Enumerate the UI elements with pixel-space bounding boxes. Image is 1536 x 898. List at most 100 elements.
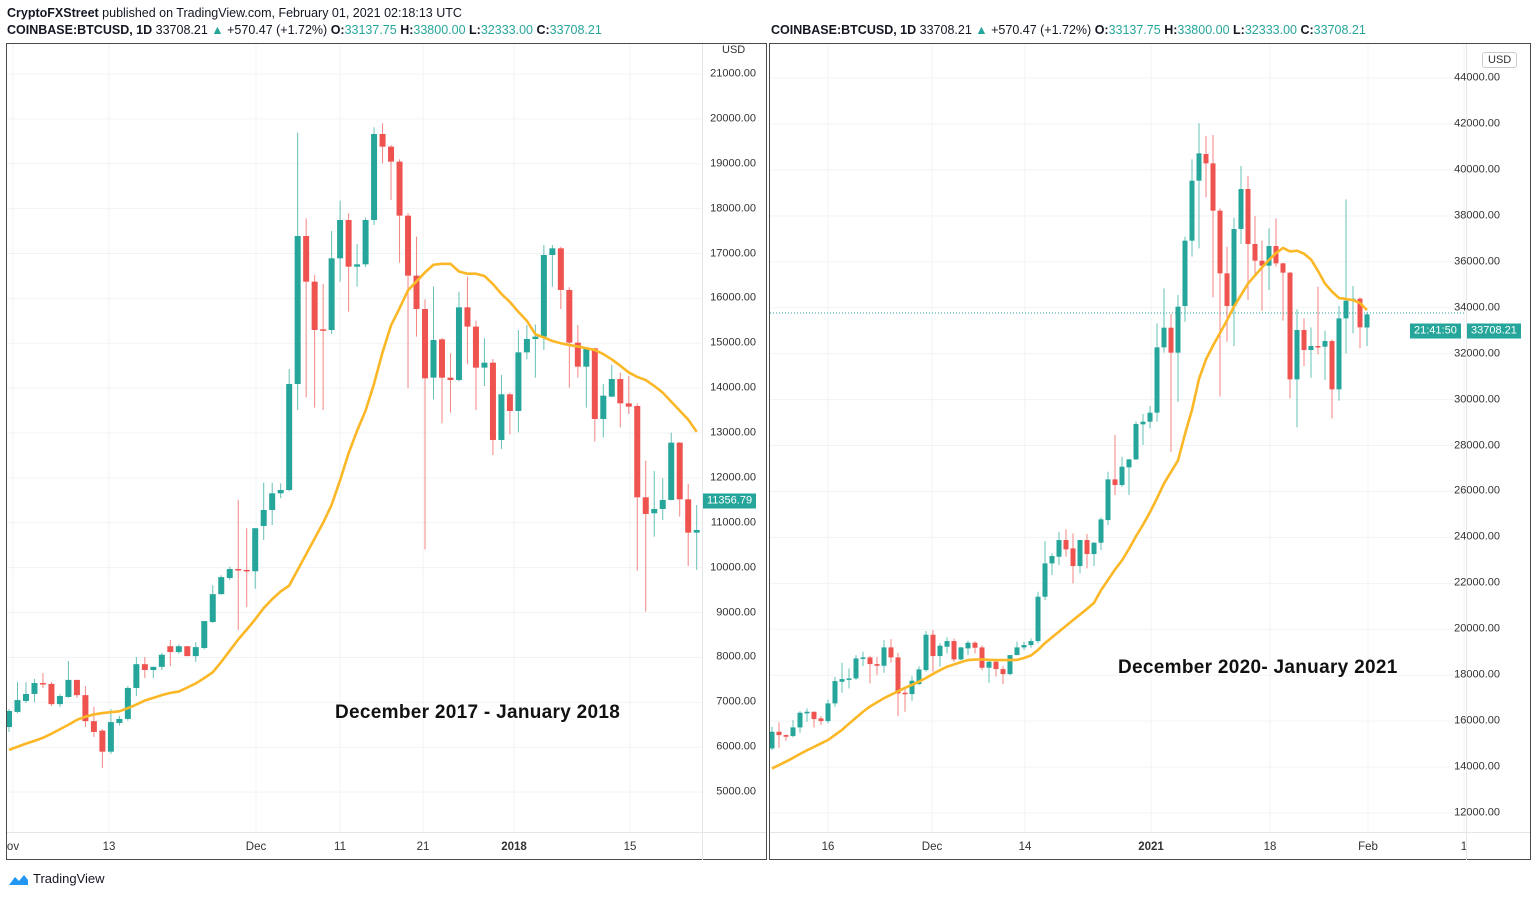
candle — [1273, 218, 1279, 267]
candle-body — [930, 634, 936, 657]
candle-body — [1112, 479, 1118, 486]
candle — [566, 287, 573, 388]
tradingview-logo[interactable]: TradingView — [7, 871, 105, 886]
candle-body — [506, 394, 513, 412]
candle-body — [1070, 548, 1076, 567]
candle — [972, 641, 978, 654]
candle — [175, 644, 182, 654]
candle-body — [642, 497, 649, 514]
candle — [867, 655, 873, 684]
candle — [965, 640, 971, 656]
candle — [345, 213, 352, 312]
candle — [1007, 655, 1013, 676]
symbol-name[interactable]: COINBASE:BTCUSD, 1D — [7, 23, 153, 37]
candle-body — [1231, 229, 1237, 307]
candle — [1042, 541, 1048, 601]
last-price: 33708.21 — [155, 23, 208, 37]
candle — [804, 708, 810, 722]
candle-body — [1154, 347, 1160, 413]
close-label: C: — [1300, 23, 1314, 37]
candle — [269, 482, 276, 525]
candle — [489, 358, 496, 455]
candle-body — [1364, 314, 1370, 328]
candle-body — [1056, 540, 1062, 557]
candle-body — [337, 219, 344, 259]
price-tick-label: 20000.00 — [710, 112, 756, 125]
candle — [1189, 159, 1195, 257]
candle-body — [379, 134, 386, 147]
candle — [574, 324, 581, 378]
candle-body — [150, 666, 157, 671]
candle-body — [1000, 669, 1006, 675]
candle — [362, 217, 369, 267]
candle — [1021, 641, 1027, 651]
candle-body — [489, 362, 496, 440]
candle — [1098, 517, 1104, 551]
close-label: C: — [536, 23, 550, 37]
candle-body — [1343, 300, 1349, 319]
time-tick-label: 13 — [102, 841, 116, 853]
price-tick-label: 30000.00 — [1454, 393, 1500, 406]
candlestick-chart-right[interactable] — [770, 44, 1465, 832]
candle-body — [902, 692, 908, 695]
candle-body — [797, 712, 803, 728]
candle-body — [90, 721, 97, 732]
candle-body — [286, 383, 293, 490]
candle-body — [48, 683, 55, 705]
candle — [1126, 458, 1132, 496]
candle — [1322, 330, 1328, 381]
open-label: O: — [330, 23, 345, 37]
candle-body — [634, 405, 641, 498]
time-tick-label: 2018 — [501, 841, 527, 853]
candle — [438, 337, 445, 424]
candle-body — [328, 258, 335, 330]
chart-panel-right[interactable] — [769, 43, 1531, 860]
price-tick-label: 11000.00 — [710, 516, 756, 529]
last-price: 33708.21 — [919, 23, 972, 37]
candle-body — [986, 661, 992, 668]
candle-body — [923, 634, 929, 671]
candle — [1231, 217, 1237, 347]
candle-body — [958, 647, 964, 660]
candlestick-chart-left[interactable] — [7, 44, 702, 832]
candle-body — [1161, 327, 1167, 348]
time-tick-label: Dec — [245, 841, 267, 853]
open-value: 33137.75 — [1108, 23, 1161, 37]
candle — [540, 244, 547, 351]
candle-body — [874, 664, 880, 666]
candle-body — [1308, 346, 1314, 351]
candle-body — [1322, 341, 1328, 347]
candle-body — [1189, 180, 1195, 241]
candle — [116, 715, 123, 726]
candle — [1049, 553, 1055, 576]
candle-body — [107, 722, 114, 752]
candle-body — [294, 235, 301, 384]
candle — [634, 403, 641, 571]
candle-body — [1077, 540, 1083, 567]
candle-body — [965, 642, 971, 649]
time-tick-label: 1 — [1460, 841, 1468, 853]
candle — [693, 504, 700, 570]
price-tick-label: 26000.00 — [1454, 484, 1500, 497]
candle-body — [591, 348, 598, 419]
candle — [447, 353, 454, 413]
candle — [158, 652, 165, 671]
candle-body — [1007, 655, 1013, 675]
candle-body — [371, 134, 378, 220]
candle — [379, 123, 386, 164]
logo-text: TradingView — [33, 871, 105, 886]
candle-body — [651, 508, 658, 514]
currency-button[interactable]: USD — [1482, 52, 1518, 68]
candle — [354, 244, 361, 287]
price-tick-label: 21000.00 — [710, 67, 756, 80]
close-value: 33708.21 — [1313, 23, 1366, 37]
publisher-name[interactable]: CryptoFXStreet — [7, 6, 99, 20]
candle-body — [811, 711, 817, 720]
symbol-name[interactable]: COINBASE:BTCUSD, 1D — [771, 23, 917, 37]
candle — [1203, 135, 1209, 198]
candle — [676, 442, 683, 517]
candle — [923, 631, 929, 672]
candle-body — [1105, 479, 1111, 521]
candle-body — [783, 735, 789, 737]
candle — [1084, 534, 1090, 569]
